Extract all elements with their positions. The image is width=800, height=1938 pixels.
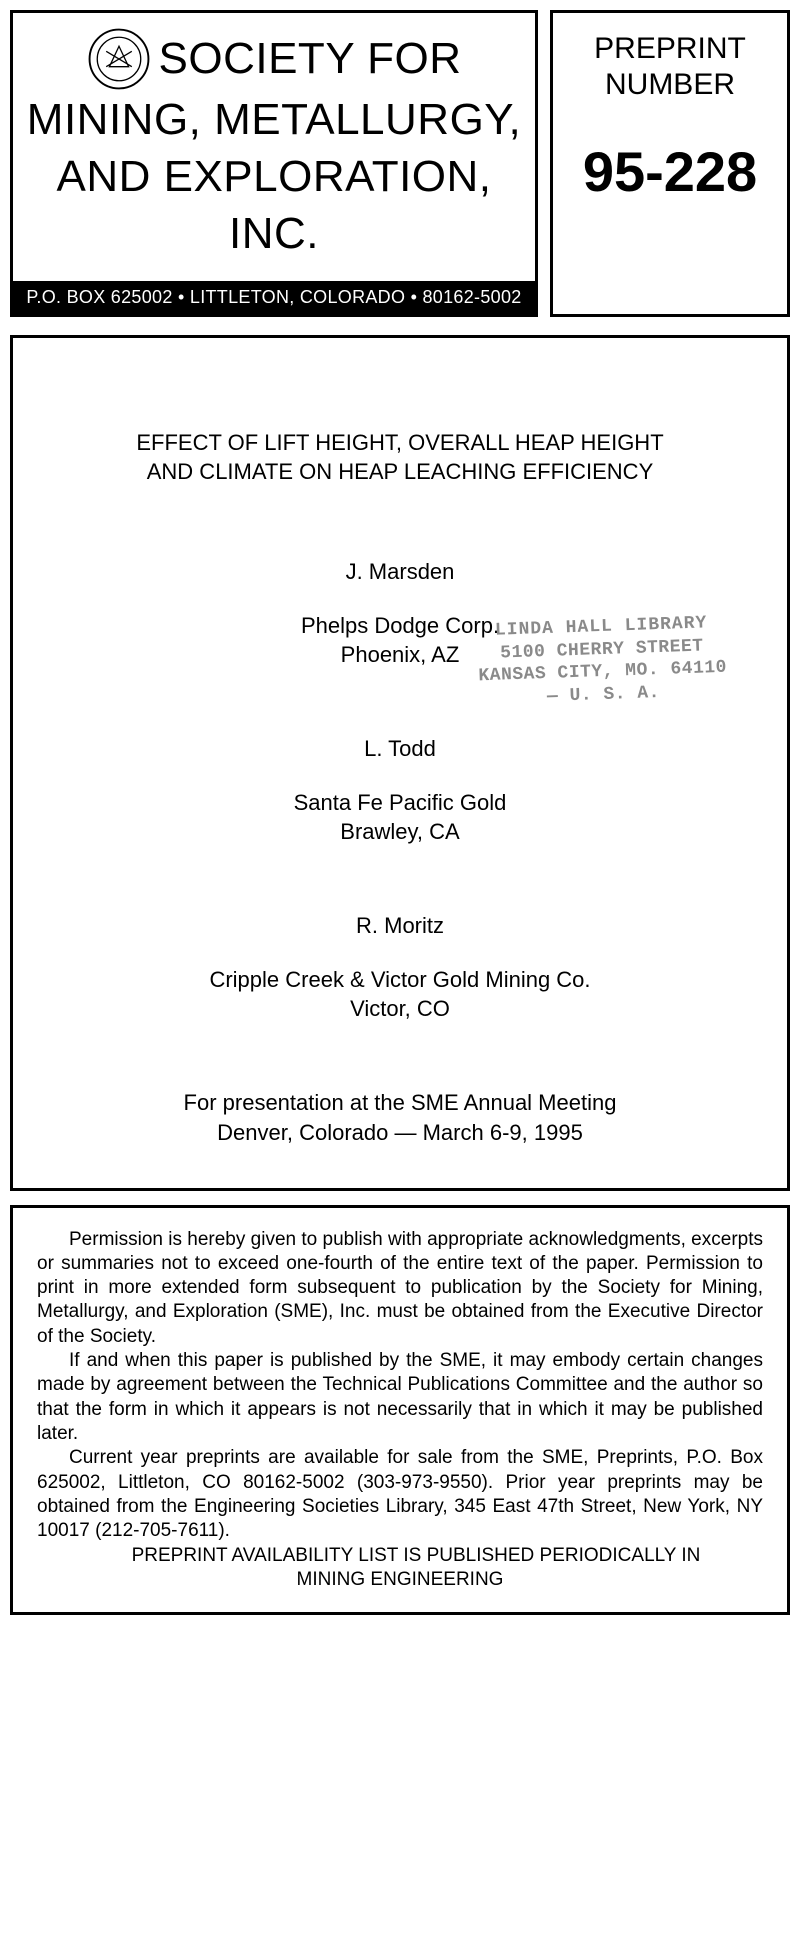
preprint-label-line2: NUMBER: [563, 67, 777, 103]
author-org: Cripple Creek & Victor Gold Mining Co.: [63, 965, 737, 995]
presentation-line2: Denver, Colorado — March 6-9, 1995: [63, 1118, 737, 1148]
availability-line1: PREPRINT AVAILABILITY LIST IS PUBLISHED …: [132, 1545, 701, 1566]
availability-notice: PREPRINT AVAILABILITY LIST IS PUBLISHED …: [37, 1544, 763, 1593]
paper-content-box: EFFECT OF LIFT HEIGHT, OVERALL HEAP HEIG…: [10, 335, 790, 1191]
availability-line2: MINING ENGINEERING: [297, 1569, 504, 1590]
org-name-line1: SOCIETY FOR: [159, 30, 462, 87]
paper-title-line1: EFFECT OF LIFT HEIGHT, OVERALL HEAP HEIG…: [63, 428, 737, 458]
library-stamp: LINDA HALL LIBRARY 5100 CHERRY STREET KA…: [477, 611, 729, 710]
preprint-number-value: 95-228: [563, 139, 777, 204]
org-name-line2: MINING, METALLURGY,: [23, 91, 525, 148]
author-loc: Brawley, CA: [63, 817, 737, 847]
organization-box: SOCIETY FOR MINING, METALLURGY, AND EXPL…: [10, 10, 538, 317]
preprint-number-box: PREPRINT NUMBER 95-228: [550, 10, 790, 317]
permission-p3: Current year preprints are available for…: [37, 1446, 763, 1543]
author-name: R. Moritz: [63, 911, 737, 941]
permission-box: Permission is hereby given to publish wi…: [10, 1205, 790, 1616]
permission-p1: Permission is hereby given to publish wi…: [37, 1228, 763, 1350]
header-row: SOCIETY FOR MINING, METALLURGY, AND EXPL…: [10, 10, 790, 317]
society-seal-icon: [87, 27, 151, 91]
organization-title: SOCIETY FOR MINING, METALLURGY, AND EXPL…: [13, 13, 535, 281]
org-name-line3: AND EXPLORATION, INC.: [23, 148, 525, 262]
author-loc: Victor, CO: [63, 994, 737, 1024]
author-block-2: L. Todd Santa Fe Pacific Gold Brawley, C…: [63, 734, 737, 847]
author-block-3: R. Moritz Cripple Creek & Victor Gold Mi…: [63, 911, 737, 1024]
permission-p2: If and when this paper is published by t…: [37, 1349, 763, 1446]
preprint-label-line1: PREPRINT: [563, 31, 777, 67]
author-org: Santa Fe Pacific Gold: [63, 788, 737, 818]
author-name: L. Todd: [63, 734, 737, 764]
presentation-info: For presentation at the SME Annual Meeti…: [63, 1088, 737, 1147]
presentation-line1: For presentation at the SME Annual Meeti…: [63, 1088, 737, 1118]
author-name: J. Marsden: [63, 557, 737, 587]
paper-title: EFFECT OF LIFT HEIGHT, OVERALL HEAP HEIG…: [63, 428, 737, 487]
paper-title-line2: AND CLIMATE ON HEAP LEACHING EFFICIENCY: [63, 457, 737, 487]
org-address-bar: P.O. BOX 625002 • LITTLETON, COLORADO • …: [13, 281, 535, 314]
